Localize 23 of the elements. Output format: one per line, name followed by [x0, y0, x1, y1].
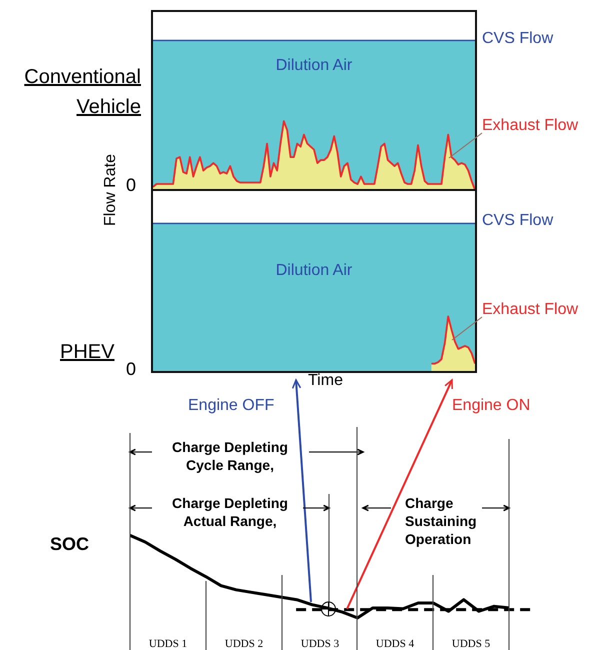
text: Exhaust Flow	[482, 301, 578, 319]
text: UDDS 4	[374, 638, 416, 650]
x-axis-title: Time	[308, 372, 343, 390]
y-axis-title: SOC	[50, 534, 90, 555]
y-axis-title: Flow Rate	[101, 152, 120, 228]
annotation: Charge Sustaining Operation	[405, 494, 478, 548]
text: Engine ON	[452, 397, 530, 415]
series-label: CVS Flow	[482, 30, 554, 48]
band-label: Dilution Air	[276, 56, 353, 74]
text: Engine OFF	[188, 397, 274, 415]
text: UDDS 1	[148, 638, 188, 650]
text: UDDS 3	[300, 638, 340, 650]
text: UDDS 2	[224, 638, 264, 650]
text: Conventional Vehicle	[23, 65, 141, 120]
text: PHEV	[60, 341, 114, 363]
series-label: CVS Flow	[482, 212, 554, 230]
text: 0	[126, 175, 136, 195]
band-label: Dilution Air	[276, 262, 353, 279]
text: 0	[126, 359, 136, 379]
text: Charge Depleting Cycle Range,	[171, 438, 289, 474]
text: Charge Depleting Actual Range,	[171, 494, 289, 530]
text: Exhaust Flow	[482, 117, 578, 135]
text: UDDS 5	[450, 638, 492, 650]
